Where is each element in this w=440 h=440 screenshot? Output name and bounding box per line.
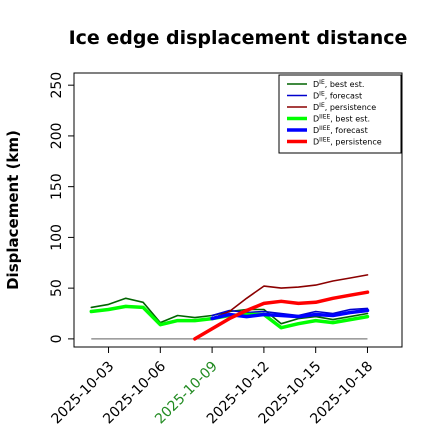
y-axis-label: Displacement (km) — [4, 130, 22, 290]
y-tick-label: 0 — [49, 334, 65, 343]
y-axis: 0 50 100 150 200 250 — [49, 72, 74, 343]
y-tick-label: 150 — [49, 173, 65, 200]
legend-entry-label: DIIEE, persistence — [313, 136, 382, 147]
plot-frame — [73, 72, 403, 348]
legend-entry-label: DIIEE, best est. — [313, 113, 370, 124]
series-group — [89, 274, 370, 341]
y-tick-label: 100 — [49, 224, 65, 251]
y-tick-label: 50 — [49, 279, 65, 297]
series-line-3 — [211, 274, 369, 320]
series-line-6 — [193, 290, 370, 341]
legend-entry-label: DIE, forecast — [313, 90, 362, 101]
legend-entry-label: DIIEE, forecast — [313, 125, 368, 136]
legend-entry-label: DIE, persistence — [313, 102, 376, 113]
legend-entry-label: DIE, best est. — [313, 79, 364, 90]
y-tick-label: 250 — [49, 72, 65, 99]
y-tick-label: 200 — [49, 123, 65, 150]
chart-title: Ice edge displacement distance — [69, 27, 408, 49]
x-axis: 2025-10-032025-10-062025-10-092025-10-12… — [49, 347, 376, 427]
